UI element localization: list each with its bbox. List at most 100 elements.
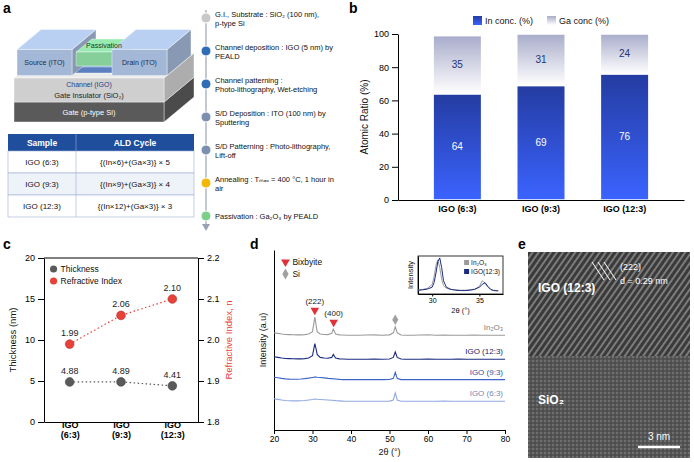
gate-front: [14, 102, 164, 122]
tem-substrate: [528, 356, 690, 458]
table-row-bg: [8, 173, 194, 195]
series-line: [274, 317, 505, 335]
axis: IGO (6:3) IGO (9:3) IGO (12:3): [399, 201, 685, 215]
tick-label: 2.2: [207, 253, 220, 263]
curve-labels: In₂O₃IGO (12:3)IGO (9:3)IGO (6:3): [465, 323, 503, 398]
tick-label: IGO (12:3): [603, 204, 646, 214]
tick-mark: [392, 200, 398, 201]
tick-label: 60: [379, 96, 389, 106]
bars: [433, 34, 649, 200]
tick-mark: [38, 299, 44, 300]
axis: 1.8 1.9 2.0 2.1 2.2: [198, 253, 220, 427]
bar: [600, 74, 649, 200]
point: [117, 378, 126, 387]
lines: [274, 317, 505, 401]
flow-step-dot: [201, 112, 211, 122]
peak-label: (222): [305, 297, 324, 306]
axis-line: [274, 251, 275, 431]
legend-swatch: [473, 16, 482, 25]
layer-label: Gate Insulator (SiO₂): [54, 91, 124, 100]
axis: IGO(6:3)IGO(9:3)IGO(12:3): [45, 420, 199, 440]
tick: IGO (9:3): [522, 204, 560, 214]
series-line: [274, 344, 505, 360]
flow-step-label: S/D Deposition : ITO (100 nm) bySputteri…: [215, 109, 326, 127]
frame: [44, 258, 198, 259]
text-line: Passivation : Ga₂O₃ by PEALD: [215, 212, 319, 221]
tick: 60: [424, 430, 434, 444]
text-line: PEALD: [215, 52, 240, 61]
legend-swatch: [464, 269, 469, 274]
data-label: 2.06: [112, 299, 130, 309]
point: [168, 381, 177, 390]
tick: 80: [379, 63, 398, 73]
table-row-bg: [8, 151, 194, 173]
tick: 15: [25, 294, 44, 304]
tem-film: [528, 252, 690, 356]
tick: IGO (12:3): [603, 204, 646, 214]
tick-mark: [198, 340, 204, 341]
tick-label: 1.9: [207, 376, 220, 386]
data-label: 35: [452, 59, 464, 70]
tick: 0: [30, 417, 44, 427]
tick: 30: [308, 430, 318, 444]
tick-label: 2.0: [207, 335, 220, 345]
panel-letter: b: [349, 0, 358, 16]
axis-title: 2θ (°): [378, 447, 400, 457]
legend-label: In conc. (%): [485, 16, 533, 26]
legend: In₂O₃IGO(12:3): [464, 259, 500, 276]
flow-step-dot: [201, 211, 211, 221]
data-label: 2.10: [164, 283, 182, 293]
tick-mark: [479, 294, 480, 297]
tick-mark: [392, 167, 398, 168]
tick-label: 2.1: [207, 294, 220, 304]
data-label: 4.88: [61, 366, 79, 376]
legend-label: Ga conc (%): [559, 16, 609, 26]
region-label: SiO₂: [538, 393, 564, 407]
legend-swatch: [282, 269, 288, 280]
data-label: 64: [452, 141, 464, 152]
layer-label: Gate (p-type Si): [63, 108, 116, 117]
data-labels: 4.884.894.411.992.062.10: [61, 283, 181, 380]
axis-title: Intensity (a.u): [258, 313, 268, 368]
bar-chart: 0 20 40 60 80 100 IGO (6:3) IGO (9:3) IGO (12:3)…: [359, 16, 685, 214]
panel-letter: a: [3, 0, 11, 16]
tick-label: 1.8: [207, 417, 220, 427]
tick-label: 20: [379, 162, 389, 172]
data-label: 4.89: [112, 366, 130, 376]
axis-line: [398, 35, 399, 201]
tick: 0: [384, 195, 398, 205]
data-label: 1.99: [61, 328, 79, 338]
tick-label: IGO (6:3): [438, 204, 476, 214]
tick-label: 80: [379, 63, 389, 73]
layer-label: Passivation: [86, 42, 122, 49]
tick-mark: [38, 340, 44, 341]
tick-label: 20: [270, 434, 280, 444]
tick: 100: [374, 29, 398, 39]
tick-label: 20: [25, 253, 35, 263]
scale-bar: [638, 446, 680, 449]
tick: 40: [379, 129, 398, 139]
data-label: 69: [535, 137, 547, 148]
tick: 20: [25, 253, 44, 263]
table-row-bg: [8, 195, 194, 217]
tick: 30: [429, 294, 437, 304]
panel-letter: e: [518, 236, 526, 252]
tick-mark: [38, 422, 44, 423]
tick-label: 5: [30, 376, 35, 386]
layer-label: Channel (IGO): [66, 81, 112, 89]
figure: abcdeGate (p-type Si)Gate Insulator (SiO…: [0, 0, 694, 462]
data-label: 76: [619, 131, 631, 142]
data-labels: 646976353124: [452, 48, 631, 152]
axis: [418, 257, 419, 295]
tick: 40: [347, 430, 357, 444]
bar: [600, 34, 649, 74]
flow-step-label: G.I., Substrate : SiO₂ (100 nm),p-type S…: [215, 10, 319, 28]
legend-label: Refractive Index: [61, 276, 123, 286]
annotation: (222): [620, 262, 641, 272]
text-line: air: [215, 184, 224, 193]
data-label: 24: [619, 48, 631, 59]
tick-mark: [432, 294, 433, 297]
panel-letter: d: [250, 236, 259, 252]
curve-label: IGO (9:3): [470, 368, 504, 377]
tick: 1.9: [198, 376, 220, 386]
